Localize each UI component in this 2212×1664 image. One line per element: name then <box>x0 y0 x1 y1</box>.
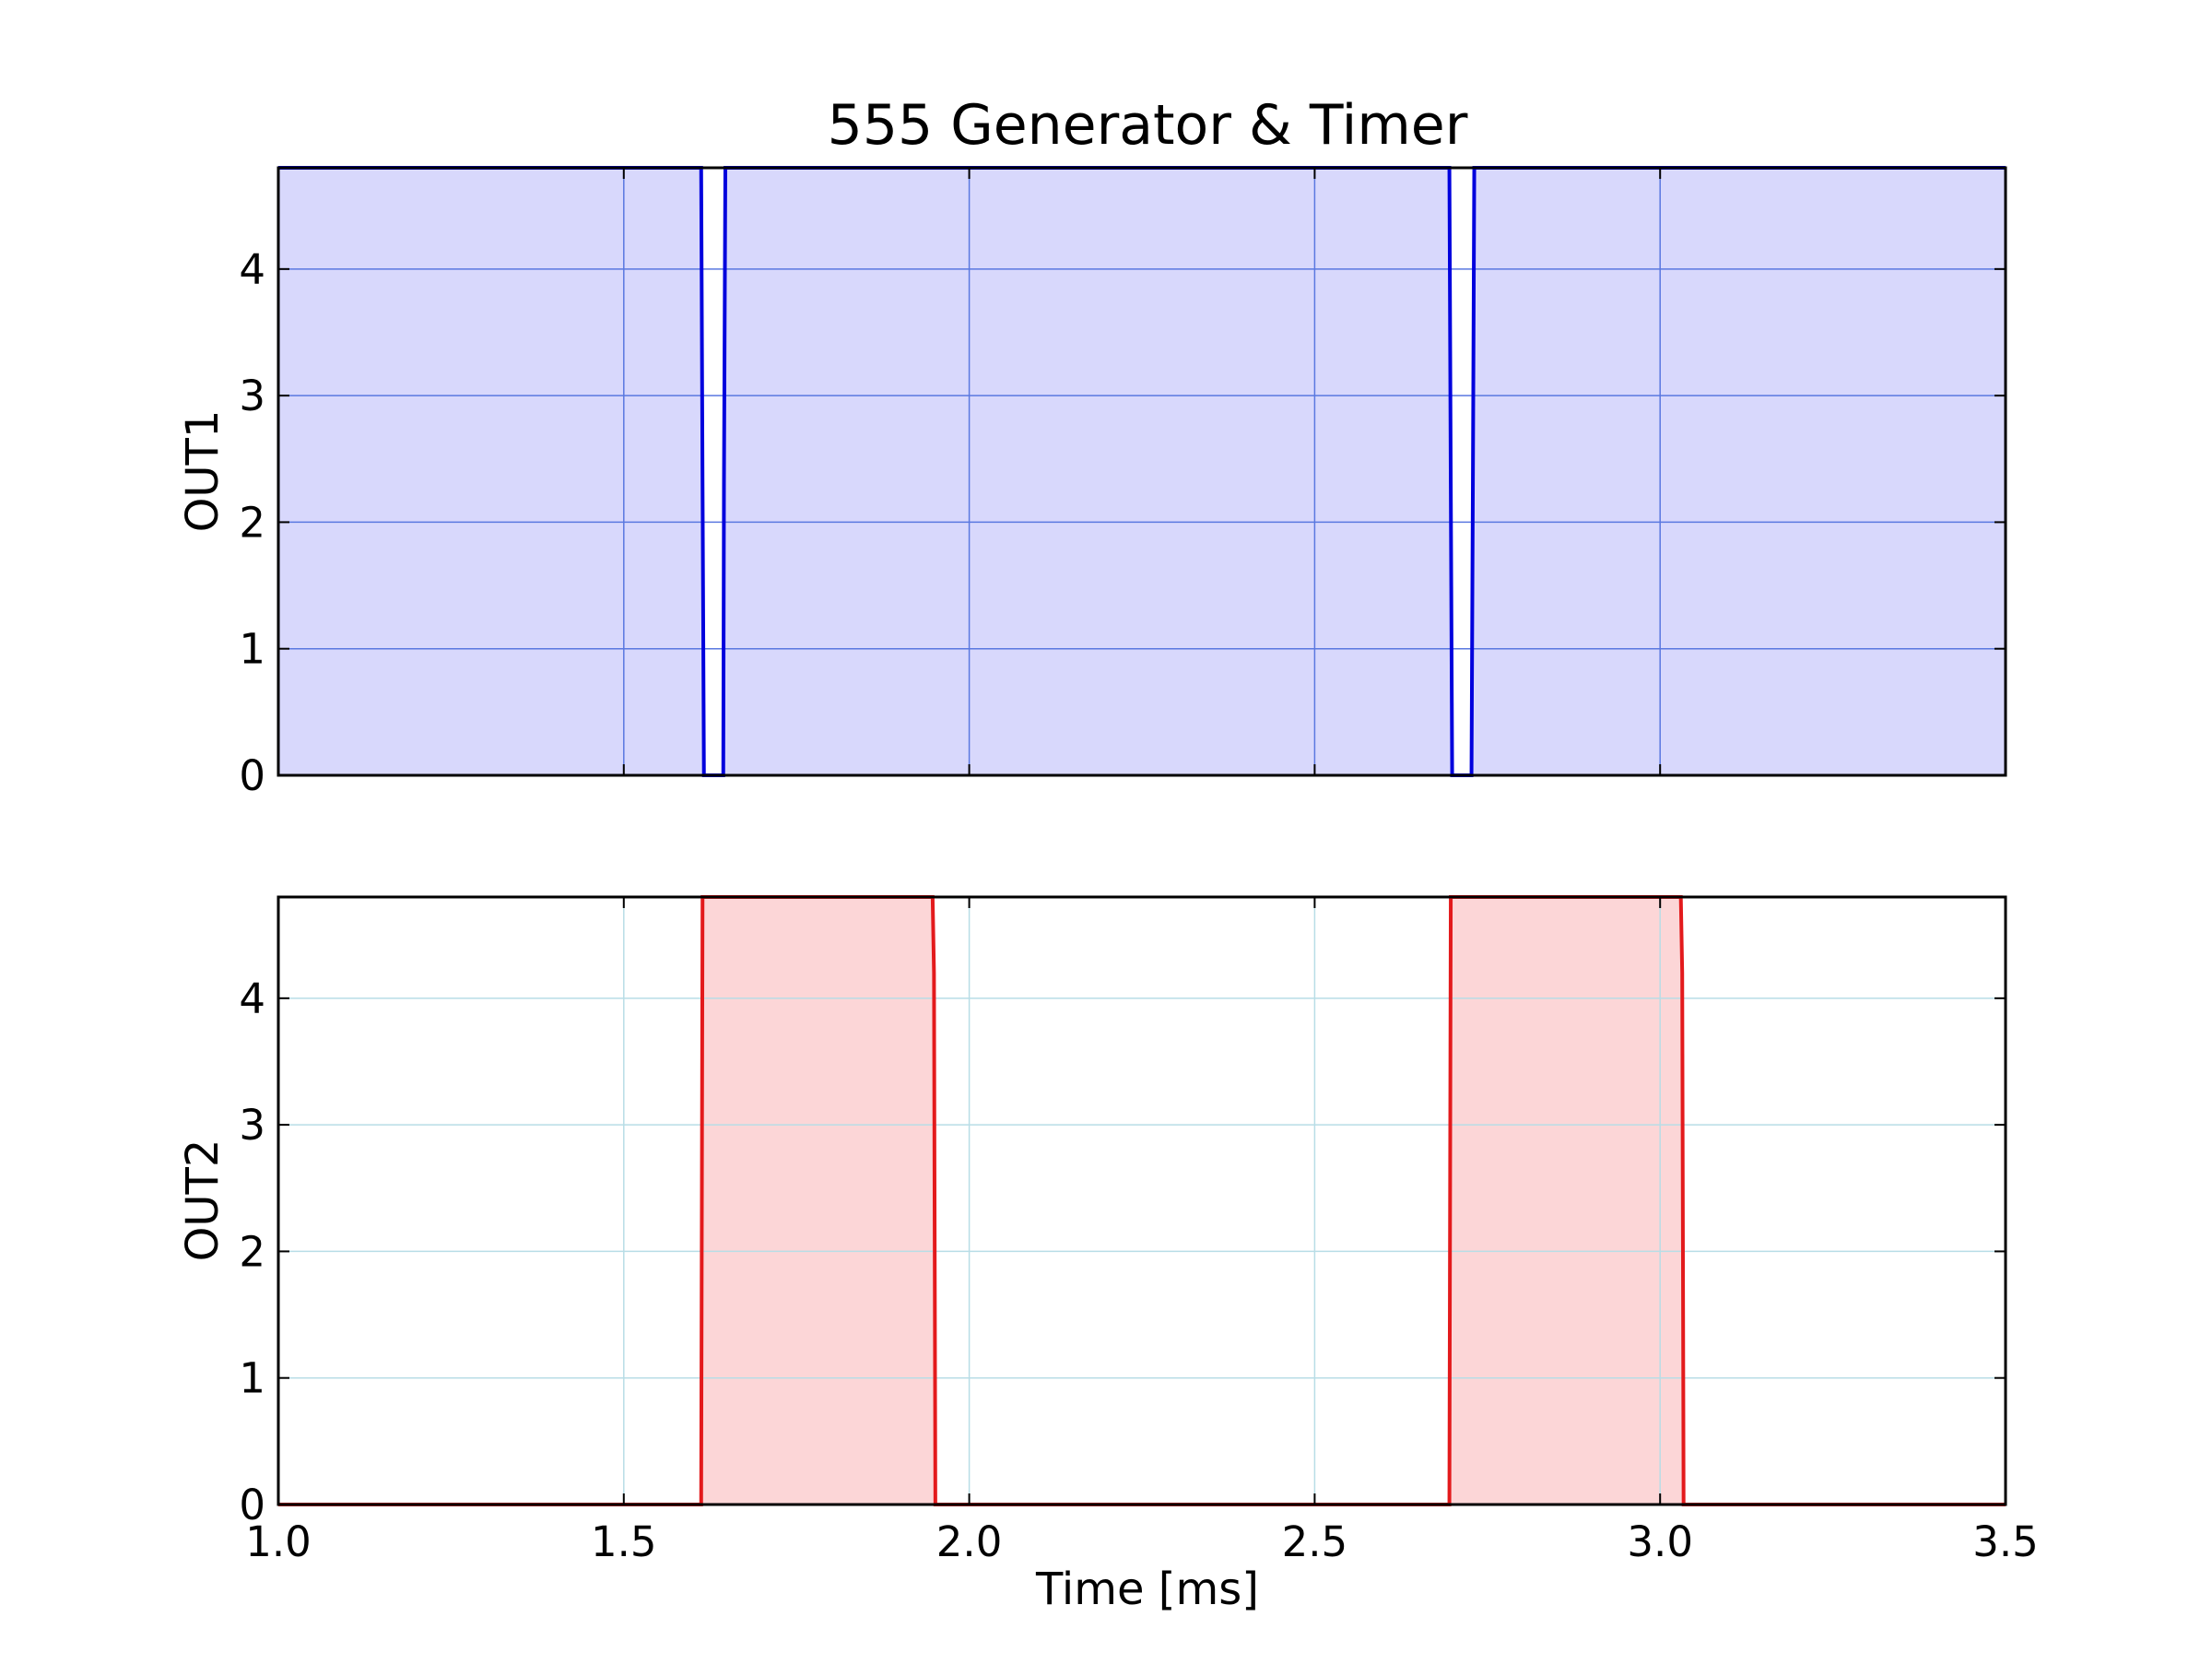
y-tick-label: 0 <box>239 1481 265 1529</box>
y-tick-label: 1 <box>239 625 265 674</box>
series-fill <box>278 897 2006 1505</box>
y-tick-label: 2 <box>239 498 265 547</box>
x-tick-label: 2.0 <box>936 1517 1003 1566</box>
x-tick-label: 3.0 <box>1627 1517 1693 1566</box>
y-tick-label: 3 <box>239 1101 265 1150</box>
y-tick-label: 0 <box>239 751 265 800</box>
axes-frame <box>276 166 2007 777</box>
x-tick-label: 3.5 <box>1972 1517 2039 1566</box>
y-tick-label: 3 <box>239 372 265 420</box>
panel-out1: 555 Generator & Timer OUT1 0 1 2 3 4 <box>177 93 2007 800</box>
x-axis-label: Time [ms] <box>1035 1564 1259 1615</box>
y-tick-label: 1 <box>239 1354 265 1403</box>
series-line <box>278 895 2006 1506</box>
series-fill <box>278 168 2006 775</box>
y-tick-label: 4 <box>239 245 265 294</box>
y-axis-label-out2: OUT2 <box>177 1139 229 1262</box>
x-tick-label: 1.0 <box>245 1517 312 1566</box>
y-tick-label: 4 <box>239 974 265 1023</box>
y-axis-label-out1: OUT1 <box>177 410 229 533</box>
panel-out2: OUT2 Time [ms] 1.0 1.5 2.0 2.5 3.0 3.5 0 1 2 3 4 <box>177 895 2039 1615</box>
axes-frame <box>276 895 2007 1506</box>
x-tick-label: 1.5 <box>591 1517 657 1566</box>
x-tick-label: 2.5 <box>1282 1517 1348 1566</box>
chart-title: 555 Generator & Timer <box>828 93 1468 158</box>
y-tick-label: 2 <box>239 1227 265 1276</box>
